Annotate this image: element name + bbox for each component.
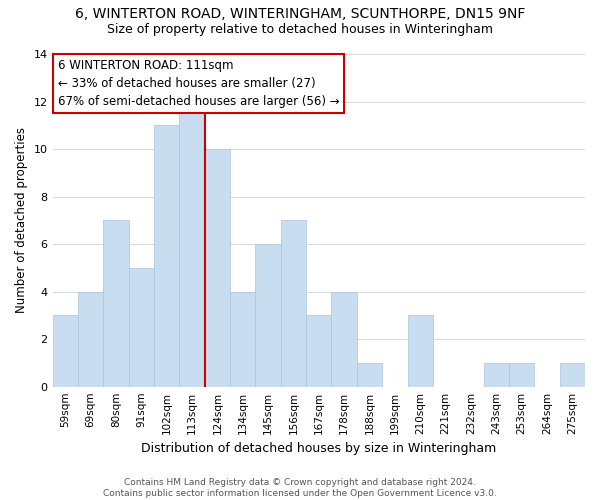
Bar xyxy=(256,244,281,386)
Bar xyxy=(154,126,179,386)
Text: Contains HM Land Registry data © Crown copyright and database right 2024.
Contai: Contains HM Land Registry data © Crown c… xyxy=(103,478,497,498)
Bar xyxy=(357,363,382,386)
Bar xyxy=(53,316,78,386)
Text: 6, WINTERTON ROAD, WINTERINGHAM, SCUNTHORPE, DN15 9NF: 6, WINTERTON ROAD, WINTERINGHAM, SCUNTHO… xyxy=(75,8,525,22)
Y-axis label: Number of detached properties: Number of detached properties xyxy=(15,128,28,314)
Bar xyxy=(306,316,331,386)
Bar xyxy=(331,292,357,386)
Bar xyxy=(281,220,306,386)
Bar xyxy=(78,292,103,386)
Bar xyxy=(103,220,128,386)
Bar xyxy=(509,363,534,386)
Text: Size of property relative to detached houses in Winteringham: Size of property relative to detached ho… xyxy=(107,22,493,36)
Bar xyxy=(205,149,230,386)
Bar xyxy=(230,292,256,386)
Text: 6 WINTERTON ROAD: 111sqm
← 33% of detached houses are smaller (27)
67% of semi-d: 6 WINTERTON ROAD: 111sqm ← 33% of detach… xyxy=(58,59,340,108)
Bar xyxy=(128,268,154,386)
Bar xyxy=(407,316,433,386)
Bar xyxy=(179,102,205,387)
X-axis label: Distribution of detached houses by size in Winteringham: Distribution of detached houses by size … xyxy=(141,442,496,455)
Bar xyxy=(560,363,585,386)
Bar xyxy=(484,363,509,386)
